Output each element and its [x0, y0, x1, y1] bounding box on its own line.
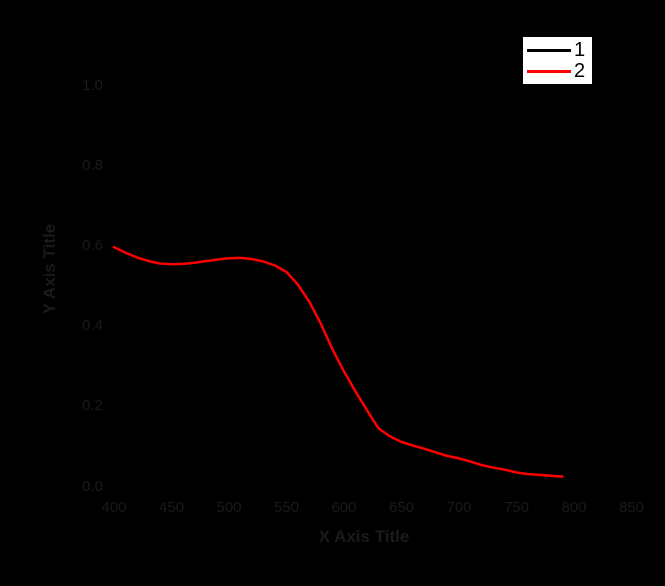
y-tick-label-0.0: 0.0 [82, 477, 103, 495]
legend-label-series-1: 1 [574, 38, 586, 61]
x-tick-label-650: 650 [388, 499, 415, 516]
x-tick-label-750: 750 [503, 499, 530, 516]
axis-tick-marks [113, 84, 633, 488]
x-tick-label-800: 800 [561, 499, 587, 516]
x-tick-label-450: 450 [158, 499, 185, 516]
y-tick-label-0.8: 0.8 [82, 156, 103, 174]
x-tick-label-400: 400 [101, 499, 127, 516]
y-tick-label-0.6: 0.6 [82, 236, 103, 254]
legend-label-series-2: 2 [574, 59, 586, 82]
series-lines [112, 245, 564, 478]
legend-line-series-2-icon [527, 69, 571, 73]
plot-frame [113, 78, 649, 488]
x-axis-title: X Axis Title [318, 527, 410, 546]
legend-line-series-1-icon [527, 48, 571, 52]
legend-entry-series-1: 1 [523, 38, 592, 61]
x-tick-label-500: 500 [216, 499, 242, 516]
x-tick-label-550: 550 [273, 499, 300, 516]
y-tick-label-1.0: 1.0 [82, 76, 103, 94]
y-axis-title: Y Axis Title [40, 223, 59, 315]
x-tick-label-700: 700 [446, 499, 472, 516]
legend: 1 2 [522, 36, 593, 85]
y-tick-label-0.4: 0.4 [82, 317, 103, 335]
series-2-line [112, 245, 564, 478]
x-tick-label-600: 600 [331, 499, 357, 516]
y-tick-label-0.2: 0.2 [82, 397, 103, 415]
legend-entry-series-2: 2 [523, 59, 592, 82]
x-tick-label-850: 850 [618, 499, 645, 516]
